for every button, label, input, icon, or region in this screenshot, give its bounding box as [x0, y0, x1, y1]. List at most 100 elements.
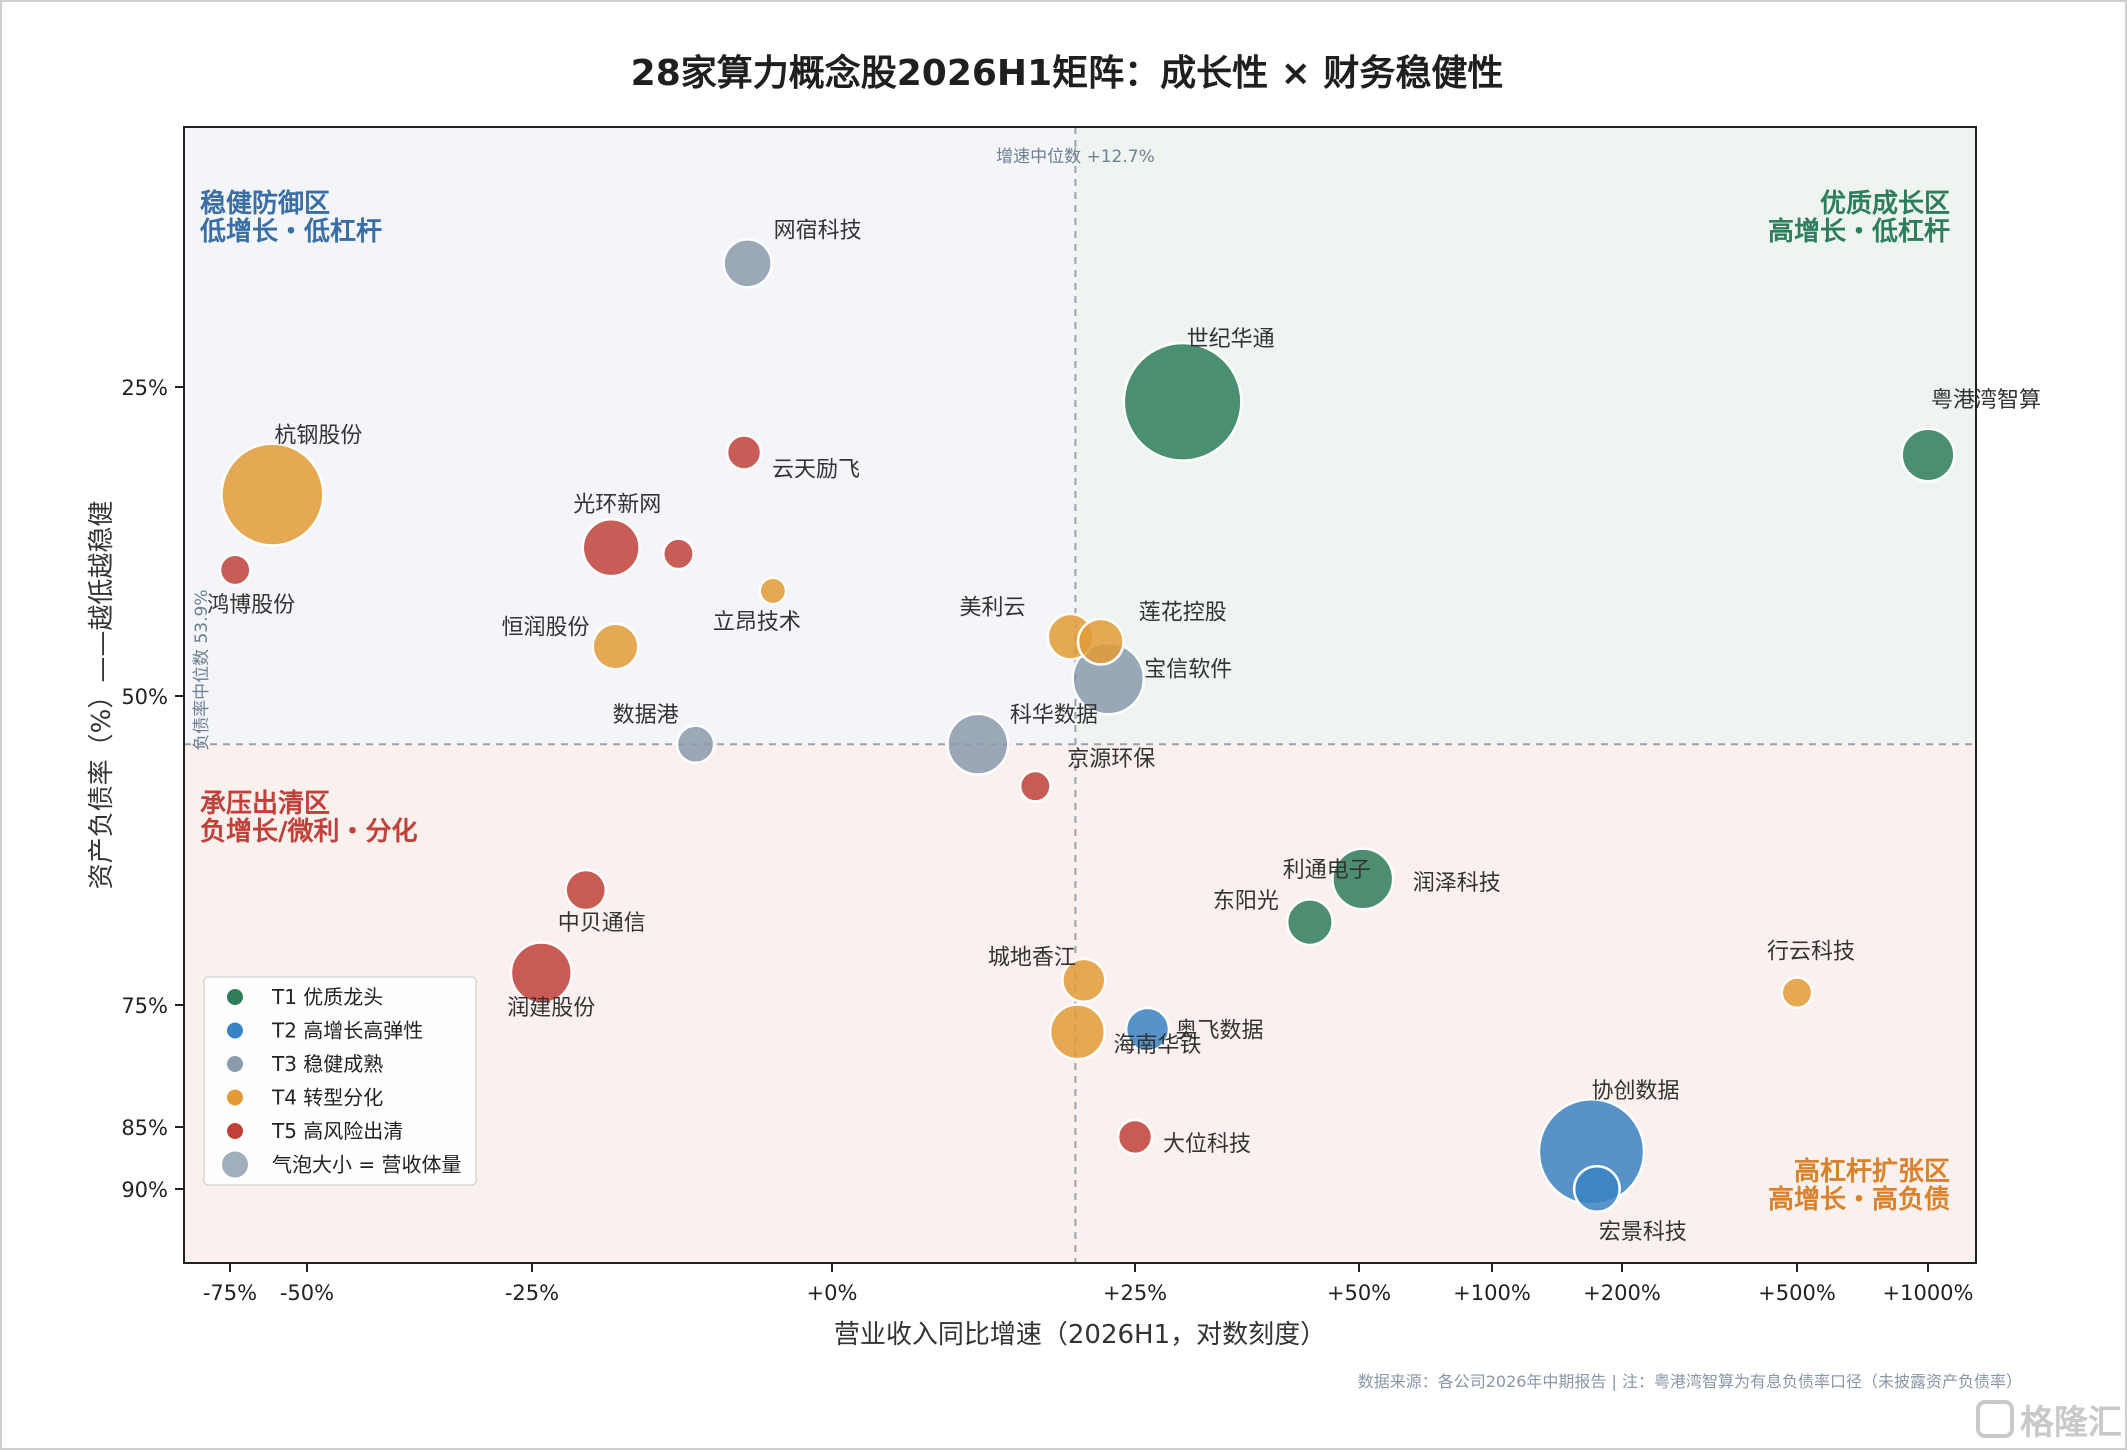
x-tick-label: -25%: [505, 1281, 559, 1305]
legend-marker: [227, 1089, 243, 1106]
bubble: [1122, 341, 1243, 462]
legend-label: T5 高风险出清: [271, 1119, 403, 1143]
point-label: 恒润股份: [501, 616, 589, 641]
bubble: [1285, 898, 1334, 947]
zone-label-top-right-desc: 高增长・低杠杆: [1768, 216, 1950, 247]
zone-label-top-left-name: 稳健防御区: [200, 188, 330, 219]
zone-label-top-left-desc: 低增长・低杠杆: [199, 216, 382, 247]
point-label: 杭钢股份: [274, 424, 362, 449]
x-tick-label: +50%: [1327, 1281, 1391, 1305]
bubble: [1116, 1118, 1154, 1156]
point-label: 网宿科技: [774, 218, 862, 243]
chart-title: 28家算力概念股2026H1矩阵：成长性 × 财务稳健性: [631, 52, 1504, 94]
point-label: 行云科技: [1767, 940, 1855, 965]
point-label: 润泽科技: [1413, 871, 1501, 896]
x-tick-label: +200%: [1583, 1281, 1661, 1305]
zone-label-bottom-right-name: 高杠杆扩张区: [1794, 1156, 1950, 1187]
bubble: [564, 868, 608, 912]
point-label: 数据港: [613, 703, 679, 728]
zone-label-bottom-left-name: 承压出清区: [200, 789, 330, 819]
y-tick-label: 75%: [121, 994, 168, 1018]
point-label: 京源环保: [1067, 747, 1155, 772]
watermark-logo: 格隆汇: [1976, 1400, 2122, 1443]
x-axis-ticks: -75% -50% -25% +0% +25% +50% +100% +200% +500% +1…: [203, 1263, 1974, 1305]
point-label: 奥飞数据: [1176, 1018, 1264, 1043]
zone-label-top-right-name: 优质成长区: [1820, 189, 1950, 219]
legend-box: [203, 976, 477, 1186]
legend-label: T4 转型分化: [271, 1086, 383, 1110]
point-label: 美利云: [960, 596, 1026, 621]
legend-label: T2 高增长高弹性: [271, 1019, 423, 1043]
legend-label: T3 稳健成熟: [271, 1052, 383, 1076]
bubble: [581, 518, 641, 578]
y-axis-ticks: 25% 50% 75% 85% 90%: [121, 376, 184, 1202]
point-label: 宝信软件: [1144, 658, 1232, 683]
x-tick-label: +25%: [1103, 1281, 1167, 1305]
point-label: 鸿博股份: [207, 593, 295, 618]
bubble: [218, 553, 252, 587]
x-tick-label: +0%: [807, 1281, 858, 1305]
point-label: 海南华铁: [1113, 1033, 1201, 1058]
y-tick-label: 50%: [121, 685, 168, 709]
point-label: 粤港湾智算: [1931, 388, 2041, 413]
bubble: [591, 622, 640, 671]
point-label: 城地香江: [988, 945, 1076, 970]
legend-marker: [227, 1022, 243, 1039]
debt-median-label: 负债率中位数 53.9%: [192, 589, 212, 750]
legend-label: 气泡大小 = 营收体量: [272, 1153, 461, 1177]
y-tick-label: 25%: [121, 376, 168, 400]
point-label: 世纪华通: [1187, 327, 1275, 352]
bubble: [725, 434, 763, 471]
x-axis-title: 营业收入同比增速（2026H1，对数刻度）: [834, 1320, 1326, 1350]
bubble: [509, 941, 573, 1005]
bubble: [1124, 1006, 1171, 1053]
legend-marker: [222, 1151, 248, 1178]
bubble: [1331, 847, 1395, 911]
bubble: [1048, 1003, 1107, 1061]
watermark-icon: [1976, 1400, 2014, 1438]
bubble: [758, 576, 788, 606]
bubble: [1061, 957, 1107, 1003]
bubble: [946, 712, 1010, 776]
x-tick-label: +1000%: [1883, 1281, 1974, 1305]
bubble-series: [218, 238, 1956, 1214]
legend-marker: [227, 1123, 243, 1139]
bubble: [220, 442, 325, 547]
y-tick-label: 85%: [121, 1116, 168, 1140]
point-label: 中贝通信: [558, 911, 646, 936]
legend-label: T1 优质龙头: [271, 985, 383, 1009]
source-note: 数据来源：各公司2026年中期报告 | 注：粤港湾智算为有息负债率口径（未披露资…: [1358, 1372, 2022, 1391]
point-label: 利通电子: [1283, 858, 1371, 883]
watermark-text: 格隆汇: [2020, 1403, 2122, 1443]
x-tick-label: +500%: [1758, 1281, 1836, 1305]
point-label: 宏景科技: [1599, 1220, 1687, 1245]
bubble: [1900, 427, 1956, 483]
y-tick-label: 90%: [121, 1178, 168, 1202]
point-label: 大位科技: [1163, 1132, 1251, 1157]
point-label: 光环新网: [573, 493, 661, 518]
bubble: [1076, 617, 1125, 666]
point-label: 莲花控股: [1139, 601, 1227, 626]
point-label: 云天励飞: [772, 458, 860, 483]
point-label: 润建股份: [507, 996, 595, 1021]
bubble: [1780, 976, 1814, 1010]
growth-median-label: 增速中位数 +12.7%: [996, 147, 1155, 167]
zone-label-bottom-right-desc: 高增长・高负债: [1768, 1184, 1950, 1215]
bubble: [662, 537, 695, 571]
bubble: [1572, 1164, 1621, 1214]
zone-label-bottom-left-desc: 负增长/微利・分化: [200, 816, 418, 847]
point-label: 立昂技术: [713, 610, 801, 635]
point-label: 东阳光: [1213, 889, 1279, 914]
x-tick-label: +100%: [1453, 1281, 1531, 1305]
y-axis-title: 资产负债率（%）——越低越稳健: [87, 501, 117, 890]
legend-marker: [227, 989, 243, 1005]
point-label: 科华数据: [1010, 703, 1098, 728]
legend: T1 优质龙头 T2 高增长高弹性 T3 稳健成熟 T4 转型分化 T5 高风险出清气泡…: [203, 976, 477, 1186]
point-label: 协创数据: [1591, 1079, 1679, 1104]
bubble: [722, 238, 773, 289]
x-tick-label: -75%: [203, 1281, 257, 1305]
bubble: [1018, 769, 1052, 803]
